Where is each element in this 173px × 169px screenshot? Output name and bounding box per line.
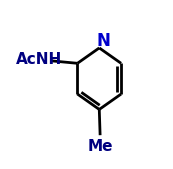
Text: AcNH: AcNH — [16, 52, 62, 67]
Text: N: N — [97, 32, 110, 50]
Text: Me: Me — [87, 139, 113, 154]
